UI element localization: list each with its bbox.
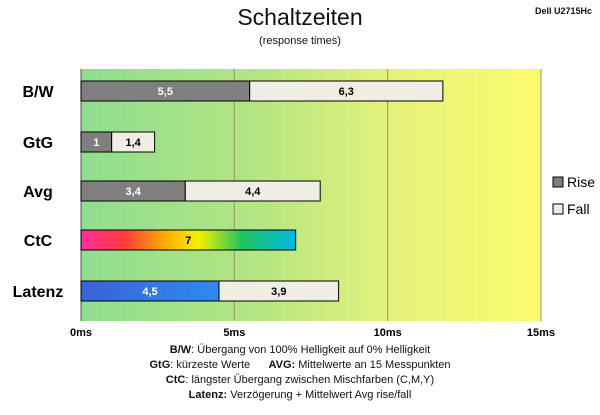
chart-title: Schaltzeiten [237, 4, 363, 30]
bar-rise-ctc [80, 229, 297, 251]
category-label-avg: Avg [23, 184, 53, 201]
footnotes: B/W: Übergang von 100% Helligkeit auf 0%… [0, 343, 600, 403]
data-label-rise-latenz: 4,5 [142, 286, 157, 298]
data-label-rise-ctc: 7 [185, 235, 191, 247]
chart-subtitle: (response times) [259, 35, 341, 47]
data-label-fall-avg: 4,4 [245, 186, 261, 198]
footnote-avg-text: Mittelwerte an 15 Messpunkten [295, 359, 451, 371]
footnote-gtg-key: GtG [149, 359, 171, 371]
footnote-avg-key: AVG: [268, 359, 296, 371]
monitor-model-label: Dell U2715Hc [534, 6, 592, 16]
legend-label-rise: Rise [567, 174, 595, 190]
footnote-latenz-key: Latenz: [188, 389, 228, 401]
data-label-fall-gtg: 1,4 [125, 137, 141, 149]
data-label-rise-avg: 3,4 [125, 186, 141, 198]
x-tick-label-2: 10ms [374, 327, 402, 339]
footnote-gtg-avg: GtG: kürzeste Werte AVG: Mittelwerte an … [0, 358, 600, 373]
footnote-bw-key: B/W [169, 344, 192, 356]
x-tick-label-1: 5ms [223, 327, 245, 339]
category-label-latenz: Latenz [13, 284, 64, 301]
bar-fall-gtg [111, 131, 156, 153]
category-label-gtg: GtG [23, 135, 53, 152]
x-tick-label-0: 0ms [70, 327, 92, 339]
footnote-ctc-text: : längster Übergang zwischen Mischfarben… [185, 374, 435, 386]
x-tick-label-3: 15ms [527, 327, 555, 339]
legend-swatch-fall [552, 203, 564, 215]
bar-fall-latenz [218, 280, 340, 302]
legend-swatch-rise [552, 176, 564, 188]
data-label-rise-gtg: 1 [93, 137, 99, 149]
footnote-bw: B/W: Übergang von 100% Helligkeit auf 0%… [0, 343, 600, 358]
data-label-fall-bw: 6,3 [339, 86, 354, 98]
legend-label-fall: Fall [567, 201, 590, 217]
footnote-latenz-text: Verzögerung + Mittelwert Avg rise/fall [227, 389, 412, 401]
data-label-fall-latenz: 3,9 [271, 286, 286, 298]
bar-fall-avg [184, 180, 321, 202]
footnote-latenz: Latenz: Verzögerung + Mittelwert Avg ris… [0, 388, 600, 403]
category-label-bw: B/W [22, 84, 54, 101]
category-label-ctc: CtC [24, 233, 53, 250]
footnote-gtg-text: : kürzeste Werte [170, 359, 251, 371]
footnote-bw-text: : Übergang von 100% Helligkeit auf 0% He… [191, 344, 431, 356]
data-label-rise-bw: 5,5 [158, 86, 173, 98]
bar-fall-bw [249, 80, 444, 102]
footnote-ctc: CtC: längster Übergang zwischen Mischfar… [0, 373, 600, 388]
response-time-chart: 5,5 6,3 1 1,4 3,4 4,4 7 4,5 3,9 B/W GtG Avg CtC Late… [13, 69, 595, 339]
footnote-ctc-key: CtC [165, 374, 186, 386]
